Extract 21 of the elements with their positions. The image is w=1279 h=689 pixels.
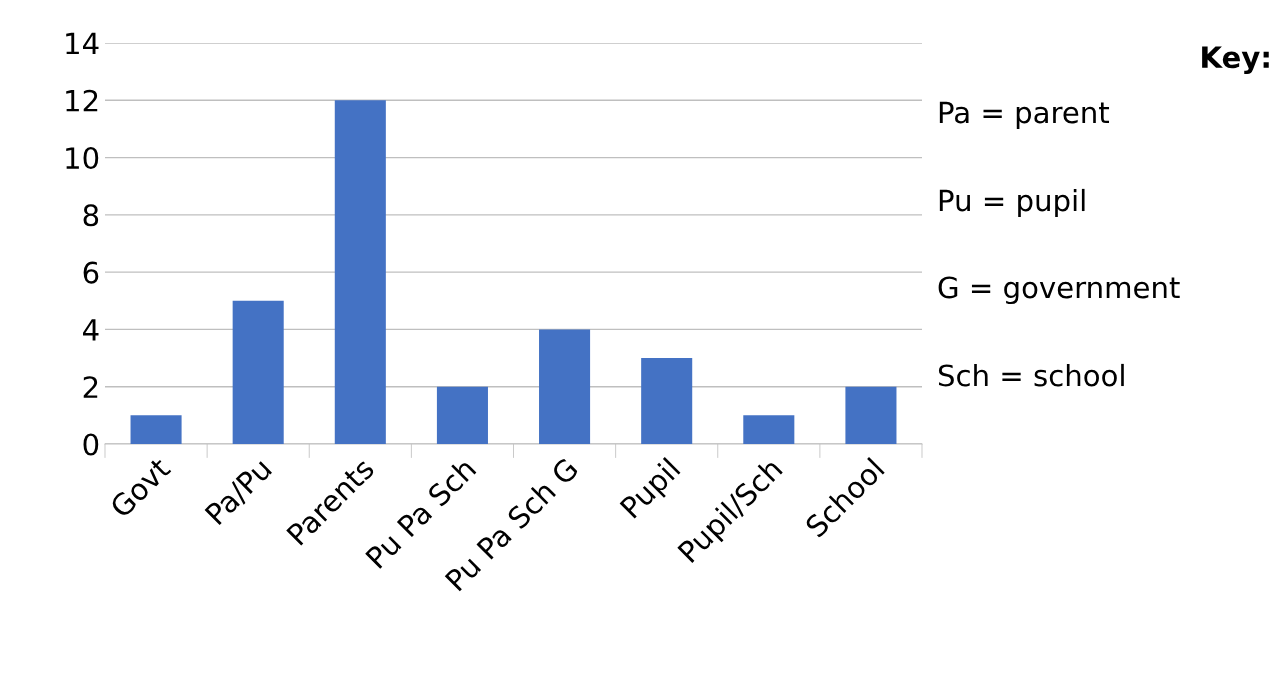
bar <box>334 100 386 444</box>
y-tick-label: 10 <box>66 147 99 170</box>
text: Pu = pupil <box>939 188 1085 218</box>
text: Sch = school <box>938 363 1124 387</box>
text: Key: <box>1202 46 1269 75</box>
y-tick-label: 2 <box>83 376 98 398</box>
bar <box>539 329 591 444</box>
y-tick-label: 12 <box>66 89 98 112</box>
text: Pa = parent <box>939 101 1110 130</box>
y-tick-label: 6 <box>83 261 99 284</box>
y-tick-label: 14 <box>66 32 99 55</box>
bar <box>130 415 182 444</box>
bar <box>436 386 488 444</box>
bar <box>743 415 795 444</box>
y-tick-label: 4 <box>83 319 99 341</box>
y-tick-label: 0 <box>83 433 99 456</box>
bar <box>641 358 693 444</box>
text: G = government <box>938 276 1180 305</box>
y-tick-label: 8 <box>83 204 99 227</box>
bar <box>232 300 284 444</box>
bar <box>845 386 897 444</box>
